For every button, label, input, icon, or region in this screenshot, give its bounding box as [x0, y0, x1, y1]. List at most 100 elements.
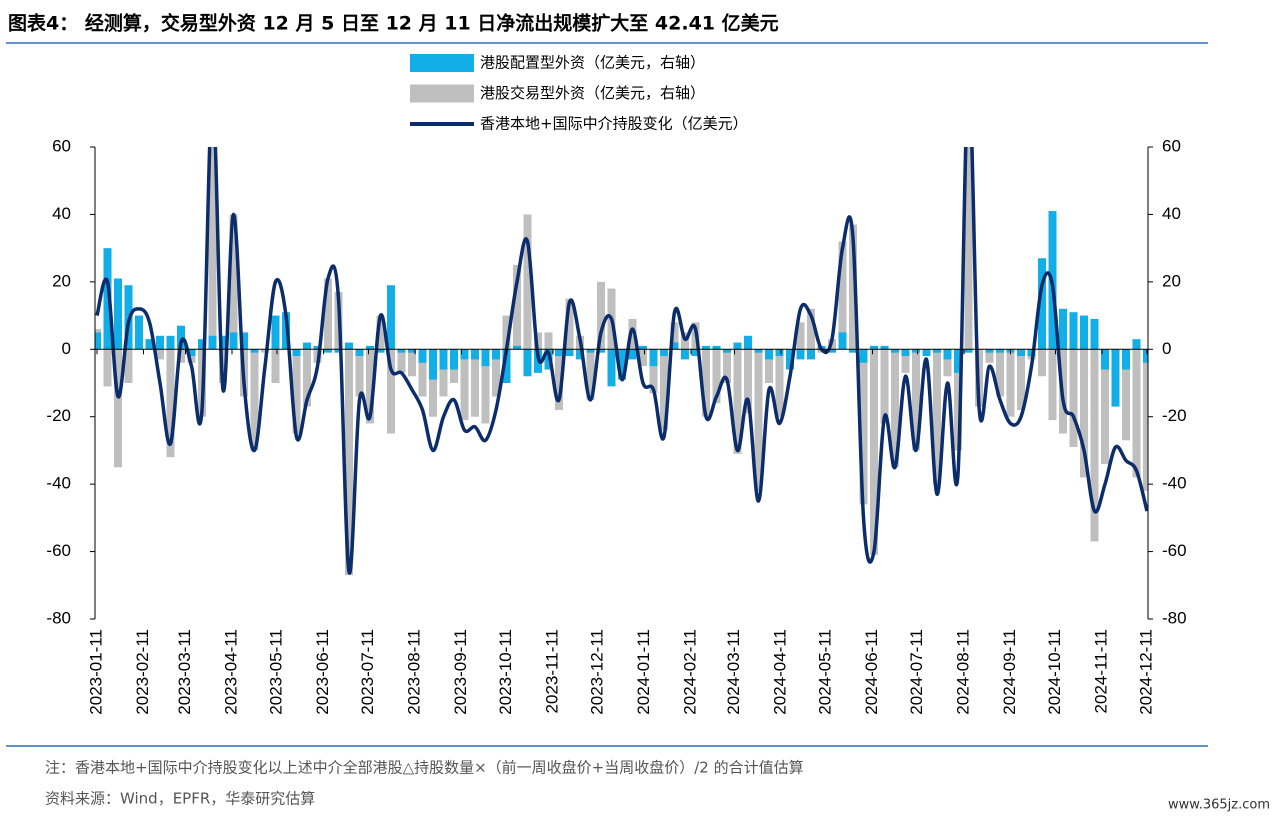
bar	[103, 349, 112, 387]
bar	[712, 345, 721, 350]
source: 资料来源：Wind，EPFR，华泰研究估算	[45, 790, 315, 808]
bar	[114, 278, 122, 350]
bar	[912, 349, 920, 451]
bar	[954, 349, 962, 451]
bar	[922, 349, 931, 357]
bar	[124, 349, 133, 383]
bar	[702, 345, 710, 350]
x-tick-label: 2024-09-11	[1000, 629, 1019, 715]
bar	[292, 349, 301, 434]
bar	[838, 332, 847, 350]
bar	[513, 345, 521, 350]
bar	[744, 349, 752, 414]
y-tick-label: 0	[62, 339, 71, 358]
y-tick-label: -40	[46, 474, 71, 493]
bar	[408, 349, 416, 377]
x-tick-label: 2023-04-11	[221, 629, 240, 715]
bar	[292, 349, 301, 357]
bar	[1017, 349, 1025, 357]
bar	[429, 349, 437, 417]
bar	[208, 335, 217, 350]
bar	[660, 349, 668, 431]
bar	[586, 349, 595, 353]
bar	[481, 349, 490, 367]
bar	[355, 349, 364, 397]
bar	[135, 315, 143, 350]
bar	[1048, 349, 1057, 421]
bar	[460, 349, 469, 421]
bar	[1069, 312, 1078, 350]
y2-tick-label: -60	[1162, 541, 1187, 560]
bar	[1059, 308, 1067, 350]
bar	[807, 308, 815, 350]
bar	[649, 349, 658, 367]
bar	[166, 349, 175, 458]
y2-tick-label: 0	[1162, 339, 1171, 358]
bar	[555, 349, 563, 357]
bar	[1122, 349, 1130, 370]
y-tick-label: -80	[46, 608, 71, 627]
bar	[95, 332, 101, 350]
bar	[324, 349, 332, 353]
bar	[166, 335, 175, 350]
x-tick-label: 2024-11-11	[1091, 629, 1110, 713]
bar	[985, 349, 994, 363]
bar	[901, 349, 910, 373]
bar	[901, 349, 910, 357]
bars	[95, 147, 1148, 576]
x-tick-label: 2024-08-11	[953, 629, 972, 715]
bar	[534, 332, 542, 350]
legend-swatch	[410, 84, 474, 103]
bar	[1038, 349, 1046, 377]
bar	[450, 349, 458, 370]
bar	[387, 349, 395, 434]
bar	[1143, 349, 1148, 491]
bar	[114, 349, 122, 468]
bar	[439, 349, 448, 370]
bar	[208, 147, 217, 350]
legend-label: 港股交易型外资（亿美元，右轴）	[480, 84, 705, 102]
y2-tick-label: 60	[1162, 136, 1181, 155]
bar	[586, 349, 595, 400]
bar	[460, 349, 469, 360]
bar	[1111, 349, 1120, 407]
bar	[418, 349, 427, 397]
bar	[870, 349, 878, 555]
y-tick-label: 60	[52, 136, 71, 155]
bar	[376, 315, 385, 350]
bar	[576, 349, 584, 360]
bar	[723, 349, 731, 353]
bar	[775, 349, 784, 357]
bar	[597, 281, 605, 350]
bar	[985, 349, 994, 353]
legend-swatch	[410, 54, 474, 72]
x-tick-label: 2024-02-11	[680, 629, 699, 715]
bar	[1006, 349, 1015, 417]
x-tick-label: 2023-11-11	[542, 629, 561, 713]
y2-tick-label: -80	[1162, 608, 1187, 627]
bar	[754, 349, 763, 491]
bar	[870, 345, 878, 350]
bar	[366, 349, 374, 424]
bar	[187, 349, 196, 357]
bar	[691, 349, 700, 357]
bar	[250, 349, 259, 451]
bar	[523, 349, 532, 377]
bar	[943, 349, 952, 377]
bar	[807, 349, 815, 360]
bar	[156, 335, 164, 350]
bar	[670, 322, 679, 350]
legend-label: 港股配置型外资（亿美元，右轴）	[480, 54, 705, 72]
bar	[1080, 349, 1088, 478]
x-tick-label: 2024-10-11	[1045, 629, 1064, 715]
x-tick-label: 2024-01-11	[634, 629, 653, 715]
bar	[387, 285, 395, 350]
bar	[103, 248, 112, 350]
bar	[355, 349, 364, 357]
bar	[618, 349, 626, 380]
x-tick-label: 2024-03-11	[724, 629, 743, 715]
bar	[943, 349, 952, 360]
x-tick-label: 2023-02-11	[133, 629, 152, 715]
legend-label: 香港本地+国际中介持股变化（亿美元）	[480, 115, 748, 133]
bar	[891, 349, 899, 468]
